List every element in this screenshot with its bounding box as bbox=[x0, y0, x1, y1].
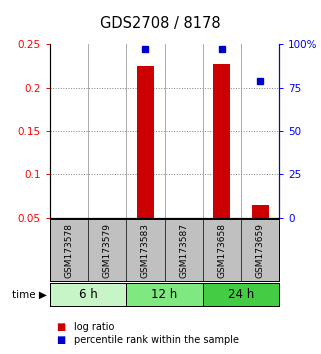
Text: ■: ■ bbox=[56, 335, 65, 345]
Text: GSM173579: GSM173579 bbox=[103, 223, 112, 278]
Text: GDS2708 / 8178: GDS2708 / 8178 bbox=[100, 16, 221, 31]
Bar bbox=[137, 66, 154, 218]
Bar bbox=[50, 283, 126, 306]
Text: 6 h: 6 h bbox=[79, 288, 97, 301]
Bar bbox=[126, 283, 203, 306]
Text: GSM173659: GSM173659 bbox=[256, 223, 265, 278]
Bar bbox=[203, 283, 279, 306]
Text: ■: ■ bbox=[56, 322, 65, 332]
Text: 12 h: 12 h bbox=[152, 288, 178, 301]
Text: log ratio: log ratio bbox=[74, 322, 114, 332]
Text: GSM173587: GSM173587 bbox=[179, 223, 188, 278]
Text: percentile rank within the sample: percentile rank within the sample bbox=[74, 335, 239, 345]
Bar bbox=[252, 205, 269, 218]
Text: time ▶: time ▶ bbox=[12, 290, 47, 300]
Bar bbox=[213, 64, 230, 218]
Text: 24 h: 24 h bbox=[228, 288, 254, 301]
Text: GSM173583: GSM173583 bbox=[141, 223, 150, 278]
Text: GSM173658: GSM173658 bbox=[217, 223, 226, 278]
Text: GSM173578: GSM173578 bbox=[65, 223, 74, 278]
